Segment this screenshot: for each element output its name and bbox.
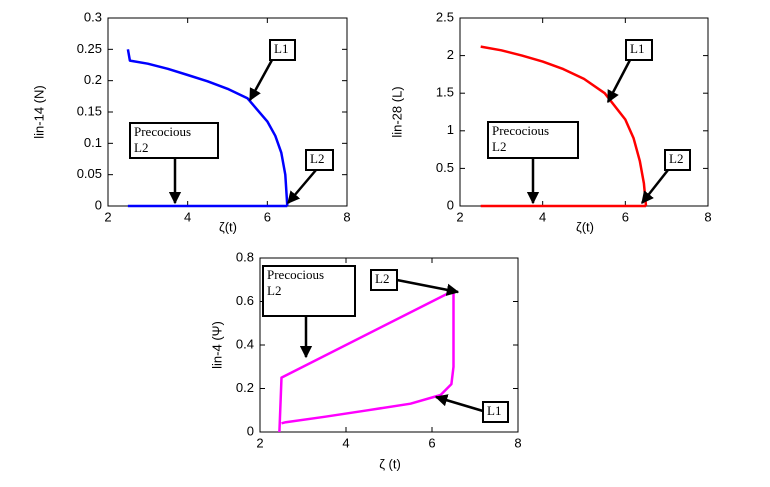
y-tick-label: 2.5 — [436, 9, 454, 24]
annotation-box — [262, 265, 356, 317]
x-tick-label: 8 — [704, 209, 711, 224]
annotation-text: L1 — [487, 403, 501, 418]
annotation-box — [664, 149, 691, 171]
y-tick-label: 0.3 — [84, 9, 102, 24]
x-tick-label: 6 — [622, 209, 629, 224]
x-axis-label: ζ (t) — [379, 456, 401, 471]
y-tick-label: 0.5 — [436, 160, 454, 175]
y-tick-label: 0.2 — [236, 380, 254, 395]
annotation-box — [482, 401, 509, 423]
y-tick-label: 1.5 — [436, 85, 454, 100]
line — [126, 49, 289, 207]
annotation-arrow — [641, 169, 669, 204]
annotation-box — [625, 39, 653, 61]
y-tick-label: 0 — [95, 197, 102, 212]
annotation-text: L2 — [669, 151, 683, 166]
y-tick-label: 1 — [447, 122, 454, 137]
y-tick-label: 0.2 — [84, 72, 102, 87]
annotation-text: Precocious — [267, 267, 324, 282]
annotation-box — [129, 122, 219, 159]
x-axis-label: ζ(t) — [219, 219, 237, 234]
axes-box — [107, 17, 348, 207]
x-tick-label: 4 — [539, 209, 546, 224]
x-tick-label: 6 — [428, 435, 435, 450]
y-tick-label: 0.15 — [77, 103, 102, 118]
x-axis-label: ζ(t) — [576, 219, 594, 234]
line — [480, 45, 648, 207]
y-axis-label: lin-14 (N) — [31, 85, 46, 138]
x-tick-label: 4 — [184, 209, 191, 224]
x-tick-label: 2 — [104, 209, 111, 224]
y-tick-label: 0.4 — [236, 336, 254, 351]
y-tick-label: 0 — [447, 197, 454, 212]
x-tick-label: 6 — [264, 209, 271, 224]
annotation-text: L2 — [375, 271, 389, 286]
x-tick-label: 2 — [456, 209, 463, 224]
annotation-arrow — [606, 59, 632, 104]
y-axis-label: lin-28 (L) — [389, 86, 404, 137]
axes-box — [459, 17, 709, 207]
annotation-text: L1 — [630, 41, 644, 56]
y-tick-label: 0.05 — [77, 166, 102, 181]
annotation-text: L1 — [274, 41, 288, 56]
annotation-text: L2 — [310, 151, 324, 166]
x-tick-label: 8 — [514, 435, 521, 450]
y-tick-label: 2 — [447, 47, 454, 62]
y-tick-label: 0.25 — [77, 41, 102, 56]
annotation-text: Precocious — [492, 123, 549, 138]
annotation-text: Precocious — [134, 124, 191, 139]
x-tick-label: 2 — [256, 435, 263, 450]
annotation-box — [269, 39, 296, 61]
annotation-text: L2 — [134, 140, 148, 155]
y-tick-label: 0 — [247, 423, 254, 438]
annotation-text: L2 — [267, 283, 281, 298]
annotation-box — [305, 149, 334, 171]
annotation-arrow — [287, 169, 317, 204]
annotation-text: L2 — [492, 139, 506, 154]
y-tick-label: 0.6 — [236, 293, 254, 308]
annotation-arrow — [396, 278, 460, 296]
y-tick-label: 0.8 — [236, 249, 254, 264]
x-tick-label: 8 — [343, 209, 350, 224]
x-tick-label: 4 — [342, 435, 349, 450]
y-axis-label: lin-4 (Ψ) — [209, 321, 224, 369]
annotation-arrow — [248, 59, 274, 102]
annotation-box — [487, 121, 579, 159]
annotation-arrow — [434, 394, 484, 413]
y-tick-label: 0.1 — [84, 135, 102, 150]
